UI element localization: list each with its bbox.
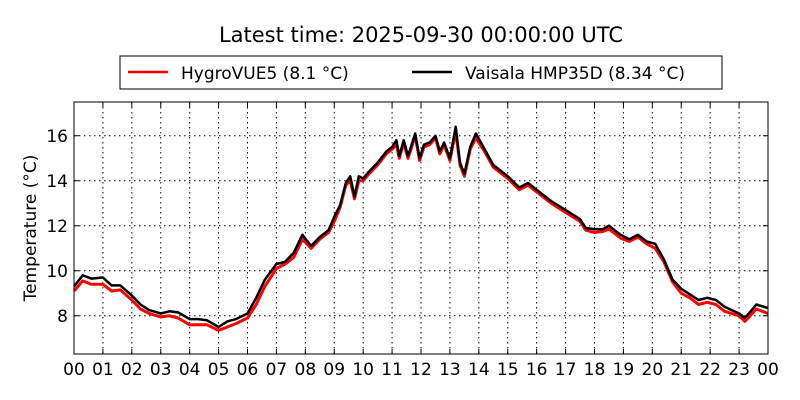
x-tick-label: 22 [699, 360, 721, 380]
x-tick-label: 04 [179, 360, 201, 380]
x-tick-label: 11 [381, 360, 403, 380]
x-tick-label: 00 [757, 360, 779, 380]
x-tick-label: 06 [237, 360, 259, 380]
x-tick-label: 00 [63, 360, 85, 380]
series-line-vaisala-hmp35d [73, 125, 769, 329]
chart-title: Latest time: 2025-09-30 00:00:00 UTC [219, 23, 623, 47]
legend-label-hygrovue: HygroVUE5 (8.1 °C) [181, 64, 349, 84]
x-tick-label: 02 [121, 360, 143, 380]
x-tick-label: 20 [642, 360, 664, 380]
x-tick-label: 03 [150, 360, 172, 380]
x-tick-label: 08 [295, 360, 317, 380]
x-tick-label: 14 [468, 360, 490, 380]
y-tick-label: 14 [46, 172, 68, 192]
x-tick-label: 23 [728, 360, 750, 380]
x-tick-label: 09 [323, 360, 345, 380]
x-tick-label: 07 [266, 360, 288, 380]
x-tick-label: 19 [613, 360, 635, 380]
y-tick-label: 10 [46, 262, 68, 282]
x-tick-label: 18 [584, 360, 606, 380]
y-tick-label: 16 [46, 127, 68, 147]
x-tick-label: 05 [208, 360, 230, 380]
x-tick-label: 13 [439, 360, 461, 380]
legend-label-vaisala: Vaisala HMP35D (8.34 °C) [465, 64, 685, 84]
x-tick-label: 12 [410, 360, 432, 380]
series-line-hygrovue5 [72, 129, 769, 332]
x-tick-label: 16 [526, 360, 548, 380]
x-tick-label: 17 [555, 360, 577, 380]
x-tick-label: 01 [92, 360, 114, 380]
y-tick-label: 8 [57, 307, 68, 327]
y-axis-label: Temperature (°C) [21, 155, 41, 303]
y-tick-label: 12 [46, 217, 68, 237]
x-tick-label: 15 [497, 360, 519, 380]
x-tick-label: 21 [670, 360, 692, 380]
legend: HygroVUE5 (8.1 °C) Vaisala HMP35D (8.34 … [119, 55, 723, 90]
x-tick-label: 10 [352, 360, 374, 380]
